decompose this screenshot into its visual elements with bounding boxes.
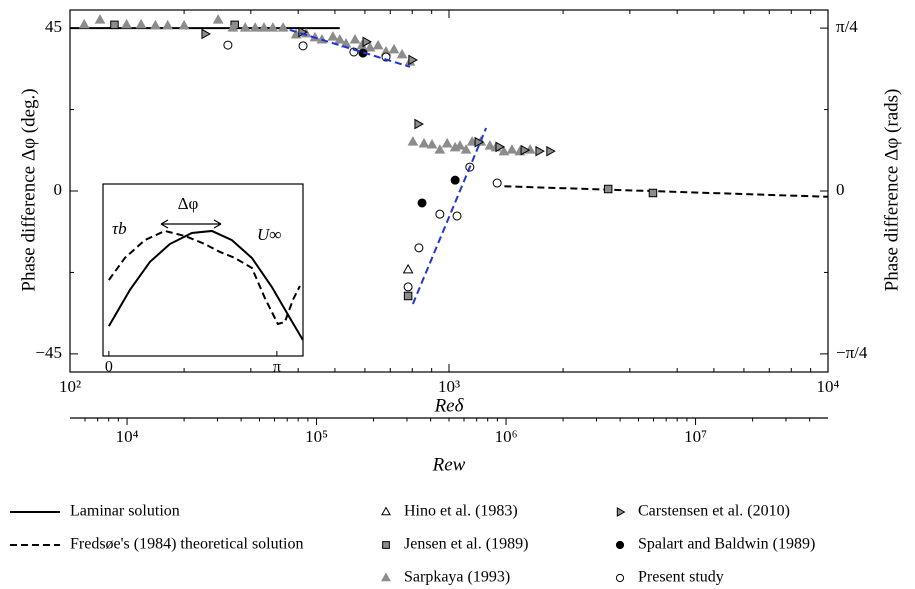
inset-frame xyxy=(102,183,304,357)
marker xyxy=(506,144,518,154)
y-tick-label: 0 xyxy=(54,180,63,199)
marker xyxy=(495,141,506,153)
marker xyxy=(408,54,418,66)
legend-label: Present study xyxy=(638,569,724,586)
curve-label: U∞ xyxy=(257,225,281,244)
marker xyxy=(474,136,485,148)
marker xyxy=(388,43,400,54)
annotation: Δφ xyxy=(178,194,199,213)
y2-tick-label: −π/4 xyxy=(836,343,868,362)
marker xyxy=(615,573,625,583)
marker xyxy=(648,188,658,198)
marker xyxy=(417,198,427,208)
y-axis-label: Phase difference Δφ (deg.) xyxy=(18,88,39,291)
marker xyxy=(239,22,251,32)
marker xyxy=(258,22,270,32)
x2-tick-label: 10⁴ xyxy=(116,427,139,446)
marker xyxy=(450,175,460,185)
y-tick-label: −45 xyxy=(35,343,62,362)
x-tick-label: 10⁴ xyxy=(817,377,840,396)
marker xyxy=(418,137,430,148)
x-tick-label: π xyxy=(273,359,281,376)
marker xyxy=(364,41,376,52)
y-tick-label: 45 xyxy=(45,17,62,36)
marker xyxy=(150,19,161,30)
marker xyxy=(223,40,233,50)
x-tick-label: 0 xyxy=(105,359,113,376)
x2-tick-label: 10⁶ xyxy=(495,427,518,446)
marker xyxy=(414,243,424,253)
legend-label: Jensen et al. (1989) xyxy=(404,536,528,553)
marker xyxy=(78,18,90,29)
marker xyxy=(381,506,391,516)
marker xyxy=(327,31,339,41)
legend-label: Fredsøe's (1984) theoretical solution xyxy=(70,536,304,553)
line xyxy=(108,229,301,326)
legend-label: Spalart and Baldwin (1989) xyxy=(638,536,815,553)
marker xyxy=(381,572,391,582)
marker xyxy=(403,282,413,292)
x-tick-label: 10² xyxy=(59,377,81,396)
x2-tick-label: 10⁵ xyxy=(305,427,328,446)
marker xyxy=(110,20,119,30)
legend-label: Hino et al. (1983) xyxy=(404,503,518,520)
line xyxy=(289,28,411,68)
marker xyxy=(227,22,239,32)
legend-label: Sarpkaya (1993) xyxy=(404,569,510,586)
legend-label: Laminar solution xyxy=(70,503,180,520)
marker xyxy=(162,19,174,30)
marker xyxy=(460,144,472,154)
legend-label: Carstensen et al. (2010) xyxy=(638,503,790,520)
marker xyxy=(484,140,496,150)
marker xyxy=(414,118,424,130)
marker xyxy=(452,211,462,221)
marker xyxy=(603,184,613,194)
marker xyxy=(454,140,466,150)
marker xyxy=(407,136,419,146)
line xyxy=(411,127,488,305)
marker xyxy=(372,39,384,50)
marker xyxy=(135,18,147,29)
line xyxy=(108,229,304,341)
marker xyxy=(277,22,289,32)
marker xyxy=(535,145,545,157)
marker xyxy=(94,14,106,24)
y2-tick-label: π/4 xyxy=(836,17,858,36)
marker xyxy=(249,22,261,32)
marker xyxy=(267,22,279,32)
x-tick-label: 10³ xyxy=(438,377,460,396)
marker xyxy=(498,145,510,156)
marker xyxy=(492,178,502,188)
x2-axis-label: Rew xyxy=(432,454,466,475)
marker xyxy=(212,14,224,24)
marker xyxy=(178,19,190,30)
marker xyxy=(201,28,211,40)
annotation-arrow xyxy=(160,219,222,229)
y2-axis-label: Phase difference Δφ (rads) xyxy=(881,89,902,292)
marker xyxy=(441,137,453,148)
marker xyxy=(396,48,408,59)
marker xyxy=(121,18,132,29)
marker xyxy=(402,263,414,274)
marker xyxy=(298,41,308,51)
marker xyxy=(362,36,373,48)
y2-tick-label: 0 xyxy=(836,180,845,199)
marker xyxy=(334,34,346,44)
marker xyxy=(426,139,438,149)
marker xyxy=(382,541,390,549)
marker xyxy=(615,540,625,550)
marker xyxy=(434,144,446,154)
marker xyxy=(616,507,626,517)
marker xyxy=(349,34,361,44)
line xyxy=(504,185,829,198)
marker xyxy=(435,209,445,219)
marker xyxy=(546,145,556,157)
curve-label: τb xyxy=(112,219,127,238)
x-axis-label: Reδ xyxy=(434,395,465,416)
marker xyxy=(403,291,413,301)
x2-tick-label: 10⁷ xyxy=(684,427,707,446)
marker xyxy=(466,136,478,146)
marker xyxy=(520,144,531,156)
